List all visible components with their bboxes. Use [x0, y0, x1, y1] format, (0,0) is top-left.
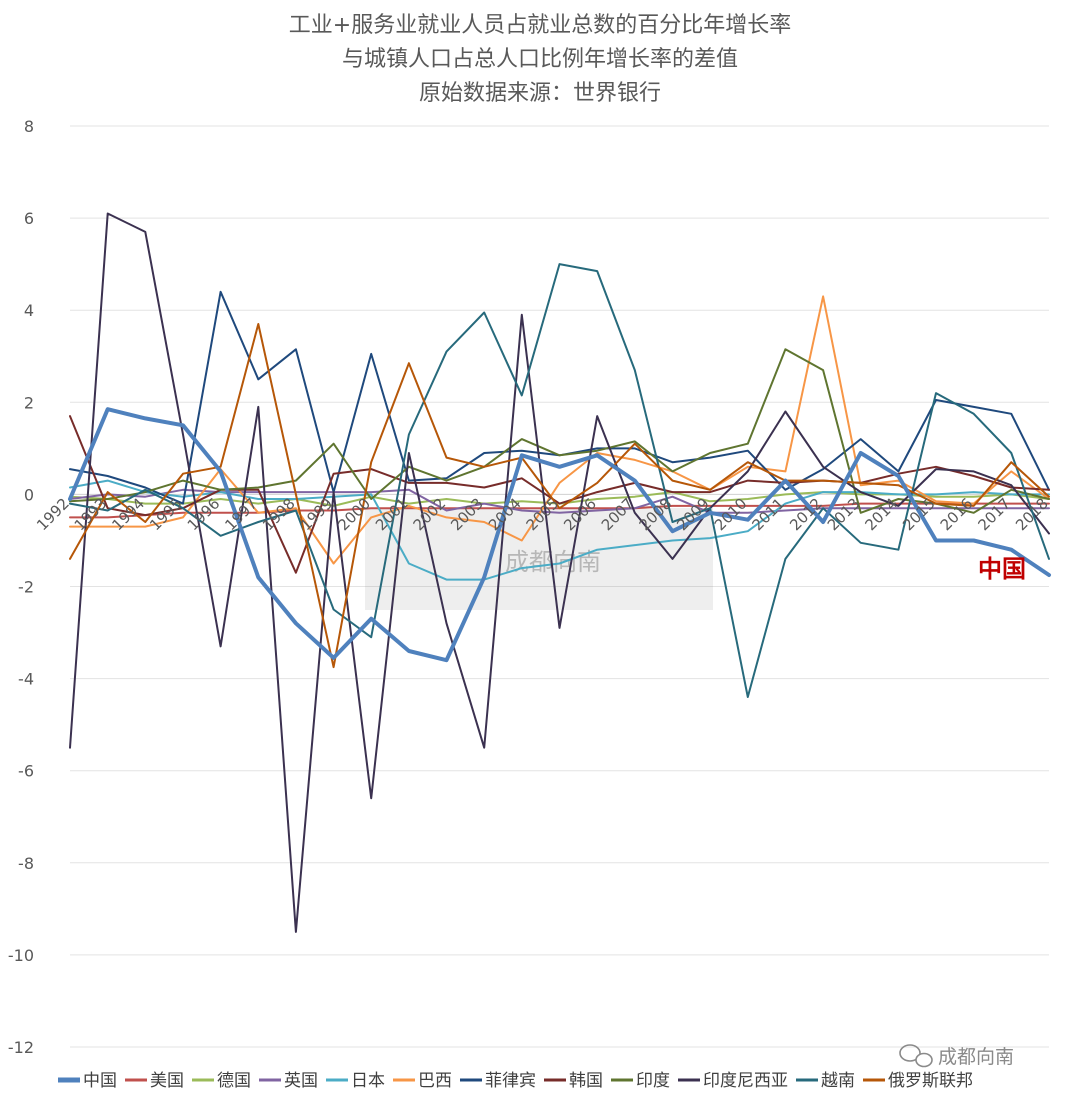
legend-item: 巴西	[393, 1071, 452, 1091]
series-line-8	[69, 348, 1050, 514]
y-tick-label: 6	[24, 209, 34, 228]
legend-item: 韩国	[544, 1071, 603, 1091]
series-line-10	[69, 263, 1050, 698]
legend-item: 菲律宾	[460, 1071, 536, 1091]
y-tick-label: 2	[24, 393, 34, 412]
title-line-2: 与城镇人口占总人口比例年增长率的差值	[342, 47, 738, 72]
legend-label: 中国	[83, 1071, 117, 1091]
x-tick-label: 2012	[786, 495, 826, 535]
credit: 成都向南	[899, 1044, 1014, 1068]
wechat-icon	[899, 1044, 933, 1068]
y-tick-label: 8	[24, 117, 34, 136]
legend-label: 俄罗斯联邦	[888, 1071, 973, 1091]
series-lines	[68, 212, 1051, 933]
y-tick-label: -4	[18, 670, 34, 689]
series-line-11	[69, 323, 1050, 669]
watermark: 成都向南	[365, 508, 713, 610]
y-tick-label: -2	[18, 578, 34, 597]
legend-item: 印度	[611, 1071, 670, 1091]
series-line-5	[69, 295, 1050, 565]
legend-label: 韩国	[569, 1071, 603, 1091]
y-tick-label: -10	[8, 946, 34, 965]
legend-item: 中国	[58, 1071, 117, 1091]
title-line-3: 原始数据来源：世界银行	[419, 81, 661, 106]
legend-label: 英国	[284, 1071, 318, 1091]
watermark-box	[365, 508, 713, 610]
y-tick-label: 0	[24, 485, 34, 504]
y-tick-label: -12	[8, 1038, 34, 1057]
series-line-3	[69, 488, 1050, 514]
legend-label: 日本	[351, 1071, 385, 1091]
legend: 中国 美国 德国 英国 日本 巴西 菲律宾 韩国 印度 印度尼西亚 越南 俄罗斯联邦	[58, 1071, 973, 1091]
credit-text: 成都向南	[938, 1046, 1014, 1068]
legend-item: 英国	[259, 1071, 318, 1091]
y-tick-label: 4	[24, 301, 34, 320]
x-tick-label: 1995	[146, 495, 186, 535]
x-tick-label: 1996	[184, 494, 224, 534]
chart-title: 工业+服务业就业人员占就业总数的百分比年增长率 与城镇人口占总人口比例年增长率的…	[289, 13, 791, 106]
y-axis-ticks: -12 -10 -8 -6 -4 -2 0 2 4 6 8	[8, 117, 34, 1057]
legend-label: 印度尼西亚	[703, 1071, 788, 1091]
x-tick-label: 2016	[937, 495, 977, 535]
title-line-1: 工业+服务业就业人员占就业总数的百分比年增长率	[289, 13, 791, 38]
legend-item: 美国	[125, 1071, 184, 1091]
x-tick-label: 2017	[974, 494, 1014, 534]
x-tick-label: 1992	[33, 495, 73, 535]
y-tick-label: -6	[18, 762, 34, 781]
legend-item: 印度尼西亚	[678, 1071, 788, 1091]
legend-item: 越南	[796, 1071, 855, 1091]
legend-label: 越南	[821, 1071, 855, 1091]
legend-label: 美国	[150, 1071, 184, 1091]
series-line-6	[69, 290, 1050, 505]
y-tick-label: -8	[18, 854, 34, 873]
series-line-0	[68, 407, 1051, 663]
legend-label: 印度	[636, 1071, 670, 1091]
legend-item: 日本	[326, 1071, 385, 1091]
china-annotation: 中国	[978, 555, 1026, 583]
legend-item: 俄罗斯联邦	[863, 1071, 973, 1091]
series-line-9	[69, 212, 1050, 933]
x-tick-label: 2011	[749, 494, 789, 534]
legend-label: 巴西	[418, 1071, 452, 1091]
legend-label: 德国	[217, 1071, 251, 1091]
series-line-4	[69, 479, 1050, 581]
legend-item: 德国	[192, 1071, 251, 1091]
legend-label: 菲律宾	[485, 1071, 536, 1091]
